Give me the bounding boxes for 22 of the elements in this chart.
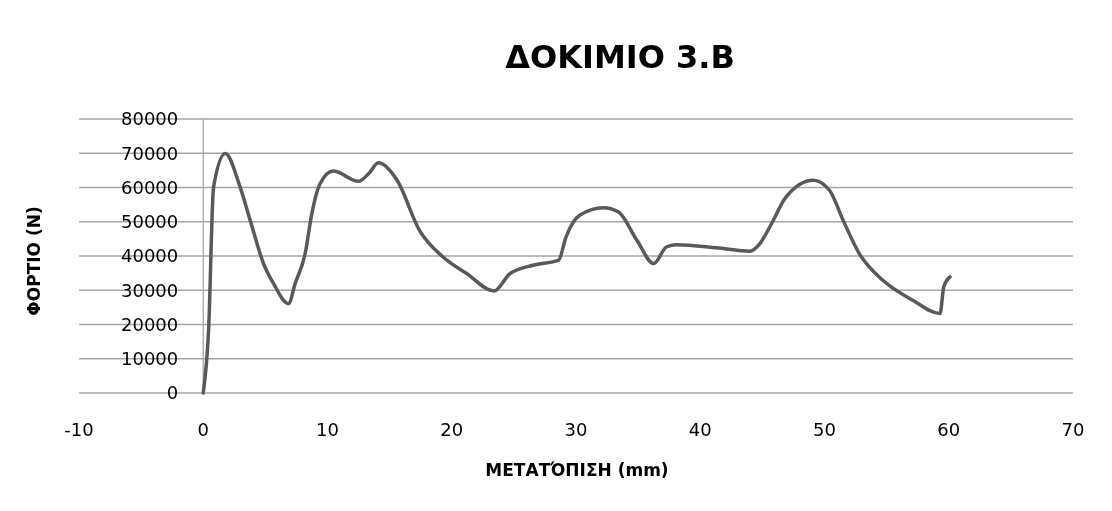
- x-tick-label: 60: [937, 419, 961, 440]
- x-tick-label: 0: [197, 419, 209, 440]
- x-tick-label: 70: [1061, 419, 1085, 440]
- y-tick-label: 80000: [120, 108, 179, 130]
- line-series: [201, 151, 952, 395]
- y-tick-label: 30000: [120, 279, 179, 301]
- x-tick-label: 40: [688, 419, 712, 440]
- y-tick-label: 0: [166, 382, 179, 404]
- x-tick-label: 30: [564, 419, 588, 440]
- y-tick-label: 10000: [120, 348, 179, 370]
- y-axis-title: ΦΟΡΤΙΟ (N): [24, 206, 44, 316]
- y-tick-label: 60000: [120, 176, 179, 198]
- chart-title: ΔΟΚΙΜΙΟ 3.Β: [505, 38, 735, 76]
- y-tick-label: 70000: [120, 142, 179, 164]
- y-tick-label: 50000: [120, 211, 179, 233]
- x-tick-label: 10: [316, 419, 339, 440]
- x-axis-title: ΜΕΤΑΤΌΠΙΣΗ (mm): [485, 460, 669, 480]
- y-tick-label: 40000: [120, 245, 179, 267]
- x-tick-label: 50: [813, 419, 836, 440]
- x-tick-label: -10: [64, 419, 94, 440]
- y-tick-label: 20000: [120, 313, 179, 335]
- x-tick-label: 20: [440, 419, 464, 440]
